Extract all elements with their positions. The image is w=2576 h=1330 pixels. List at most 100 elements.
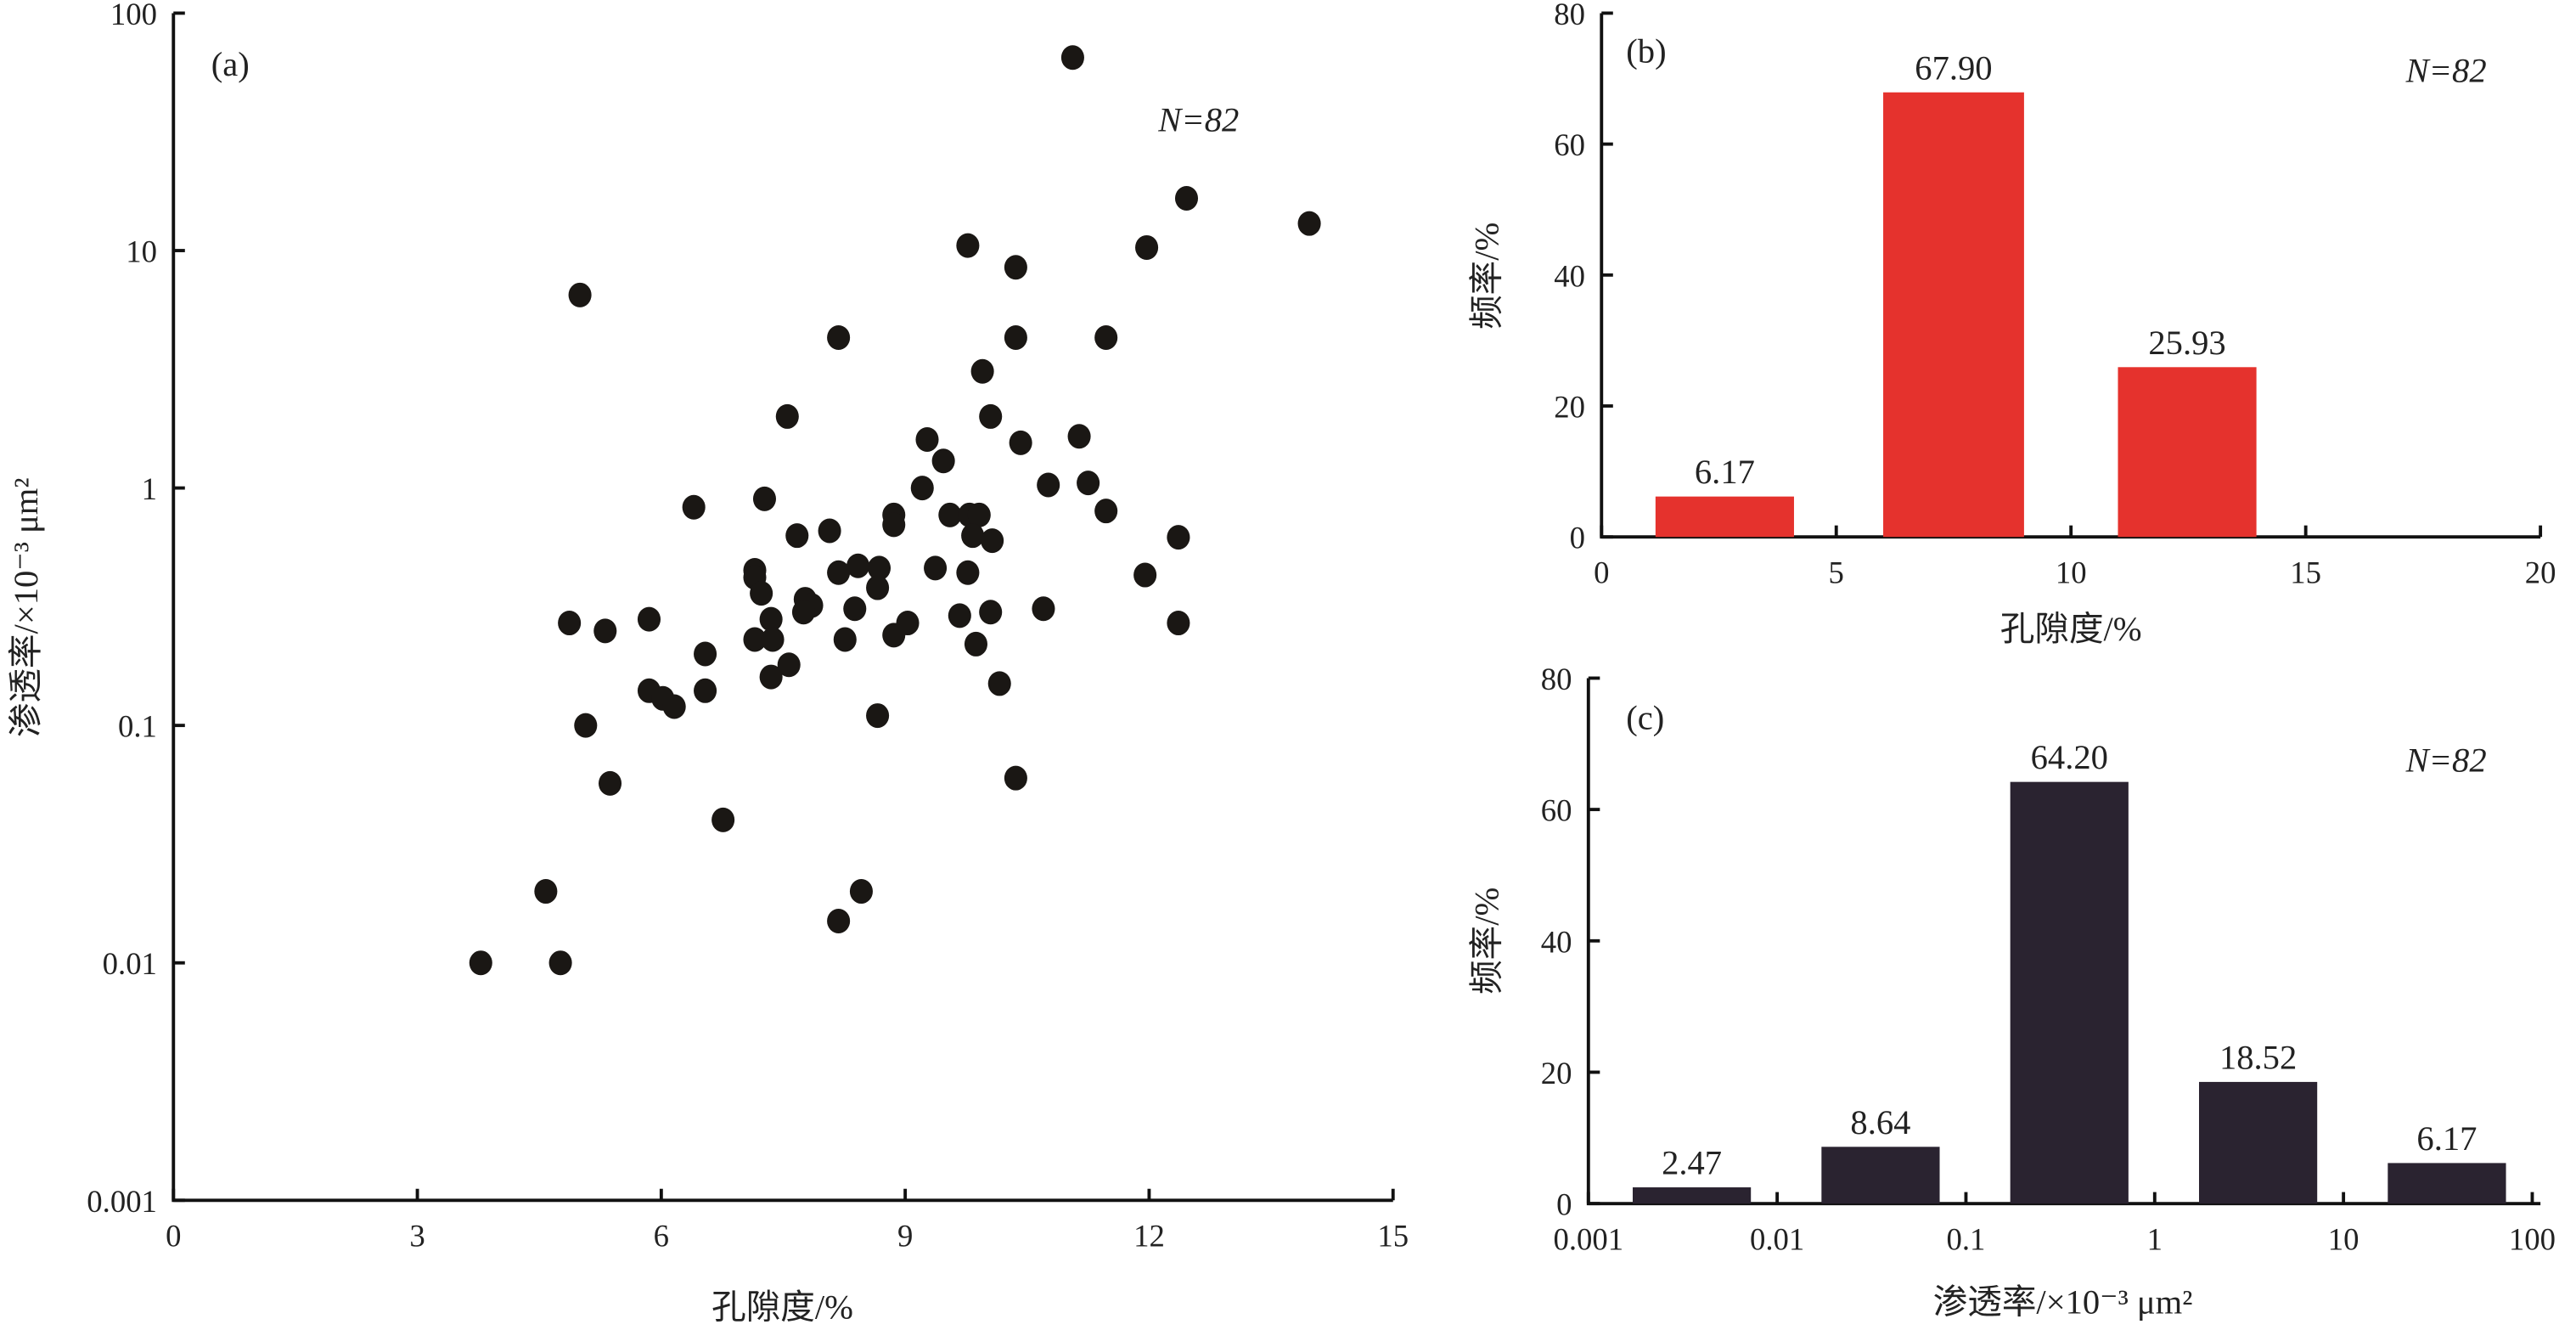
data-point <box>1167 525 1190 550</box>
data-point <box>979 403 1003 429</box>
x-tick-label: 100 <box>2509 1221 2556 1256</box>
data-point <box>469 950 492 976</box>
y-tick-label: 20 <box>1541 1056 1572 1090</box>
data-point <box>752 486 777 511</box>
panel-a-axes <box>172 13 1393 1203</box>
data-point <box>948 603 971 628</box>
y-tick-label: 60 <box>1554 127 1585 162</box>
x-tick-label: 20 <box>2525 555 2556 589</box>
y-tick-label: 80 <box>1541 662 1572 696</box>
panel-c-xlabel: 渗透率/×10⁻³ μm² <box>1933 1283 2193 1322</box>
data-point <box>956 233 980 258</box>
data-point <box>711 807 735 832</box>
y-tick-label: 20 <box>1554 390 1585 425</box>
data-point <box>662 694 686 719</box>
panel-b-ylabel: 频率/% <box>1467 223 1505 330</box>
data-point <box>1094 499 1118 524</box>
data-point <box>574 713 598 738</box>
data-point <box>682 494 706 520</box>
data-point <box>1060 45 1084 70</box>
data-point <box>775 403 799 429</box>
x-tick-label: 3 <box>409 1218 425 1253</box>
data-point <box>1009 430 1032 455</box>
data-point <box>1077 471 1100 496</box>
bar <box>2388 1163 2506 1204</box>
data-point <box>849 879 873 905</box>
panel-a-xlabel: 孔隙度/% <box>711 1288 853 1326</box>
y-tick-label: 0.01 <box>103 946 157 981</box>
data-point <box>598 770 622 796</box>
panel-c-label: (c) <box>1626 698 1664 736</box>
bar <box>1633 1187 1752 1204</box>
data-point <box>1135 234 1159 260</box>
data-point <box>694 641 717 667</box>
panel-b-bar: (b) N=82 孔隙度/% 频率/% 0 20 40 60 80 0 5 10 15 20 6.1… <box>1467 0 2556 648</box>
panel-a-label: (a) <box>211 45 250 83</box>
data-point <box>882 512 906 538</box>
data-point <box>1133 562 1157 588</box>
data-point <box>1174 185 1199 211</box>
data-point <box>866 703 890 729</box>
panel-b-label: (b) <box>1626 31 1666 70</box>
data-point <box>1032 596 1055 622</box>
x-tick-label: 10 <box>2056 555 2087 589</box>
data-point <box>818 518 841 544</box>
data-point <box>981 528 1004 554</box>
data-point <box>924 555 948 581</box>
y-tick-label: 0.1 <box>118 709 157 744</box>
y-tick-label: 80 <box>1554 0 1585 31</box>
data-point <box>637 606 661 632</box>
data-point <box>759 664 783 690</box>
data-point <box>785 523 809 549</box>
data-point <box>593 618 617 644</box>
data-point <box>777 652 801 678</box>
data-point <box>866 575 890 600</box>
x-tick-label: 0 <box>166 1218 181 1253</box>
y-tick-label: 0.001 <box>87 1184 157 1219</box>
data-point <box>694 678 717 703</box>
x-tick-label: 15 <box>1377 1218 1409 1253</box>
data-point <box>1297 211 1321 236</box>
bar <box>2118 367 2257 538</box>
x-tick-label: 9 <box>897 1218 913 1253</box>
bar <box>1655 496 1794 538</box>
data-point <box>867 555 891 581</box>
bar-value-label: 6.17 <box>2416 1119 2477 1158</box>
bar-value-label: 18.52 <box>2219 1038 2297 1076</box>
data-point <box>1004 765 1027 791</box>
data-point <box>964 631 987 657</box>
data-point <box>882 623 906 648</box>
y-tick-label: 1 <box>142 471 157 506</box>
data-point <box>915 427 939 453</box>
x-tick-label: 0.001 <box>1553 1221 1623 1256</box>
bar <box>2199 1081 2318 1204</box>
data-point <box>1004 255 1027 280</box>
y-tick-label: 10 <box>126 234 157 269</box>
data-point <box>846 553 870 578</box>
bar-value-label: 64.20 <box>2031 738 2108 776</box>
panel-a-scatter: (a) N=82 孔隙度/% 渗透率/×10⁻³ μm² 0 3 6 9 12 15 0.0… <box>7 0 1409 1326</box>
panel-c-ylabel: 频率/% <box>1467 888 1505 995</box>
panel-b-xlabel: 孔隙度/% <box>2000 610 2142 648</box>
data-point <box>1167 611 1190 636</box>
bar-value-label: 6.17 <box>1695 453 1755 491</box>
panel-c-annotation: N=82 <box>2405 741 2487 780</box>
y-tick-label: 100 <box>110 0 157 31</box>
bar <box>2010 781 2129 1204</box>
x-tick-label: 10 <box>2328 1221 2359 1256</box>
data-point <box>1004 324 1027 350</box>
data-point <box>938 502 962 527</box>
x-tick-label: 0 <box>1594 555 1609 589</box>
data-point <box>961 523 985 549</box>
data-point <box>791 600 815 625</box>
x-tick-label: 1 <box>2147 1221 2163 1256</box>
panel-c-bar: (c) N=82 渗透率/×10⁻³ μm² 频率/% 0 20 40 60 80 0.0… <box>1467 662 2556 1322</box>
x-tick-label: 12 <box>1133 1218 1165 1253</box>
data-point <box>843 596 867 622</box>
data-point <box>827 908 851 933</box>
y-tick-label: 0 <box>1570 521 1585 555</box>
data-point <box>910 476 934 501</box>
x-tick-label: 0.01 <box>1750 1221 1804 1256</box>
data-point <box>970 358 994 384</box>
bar <box>1883 92 2024 538</box>
